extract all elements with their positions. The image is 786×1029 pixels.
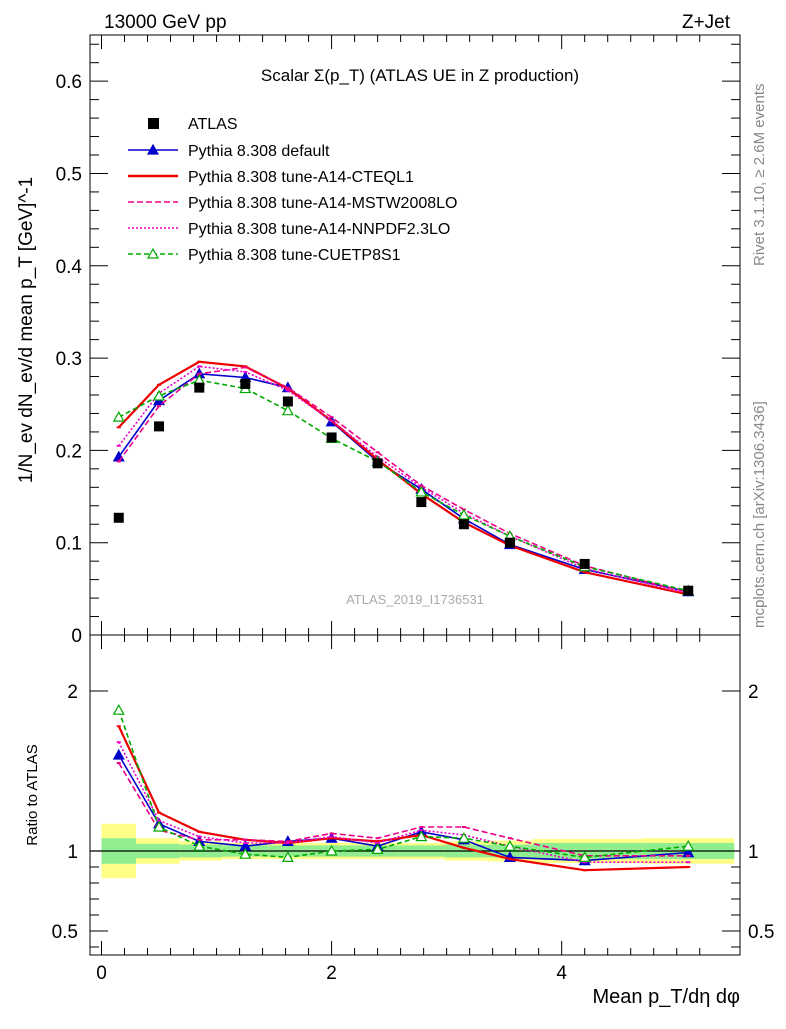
ratio-series-4-marker <box>193 839 206 851</box>
atlas-data-point <box>282 396 293 407</box>
header-energy-label: 13000 GeV pp <box>104 12 227 33</box>
ratio-series <box>112 703 695 872</box>
header-process-label: Z+Jet <box>682 12 731 33</box>
legend-marker-0 <box>146 143 160 155</box>
main-y-tick-label: 0.3 <box>56 349 82 370</box>
legend: ATLAS Pythia 8.308 default Pythia 8.308 tu… <box>128 116 457 264</box>
main-series-4-line <box>118 379 689 592</box>
atlas-data-point <box>683 585 694 596</box>
ratio-series-1-line <box>117 725 689 872</box>
main-y-axis-label: 1/N_ev dN_ev/d mean p_T [GeV]^-1 <box>16 177 37 483</box>
atlas-data-point <box>458 519 469 530</box>
x-tick-label: 4 <box>556 963 567 984</box>
atlas-data-point <box>326 432 337 443</box>
ratio-series-4-line <box>118 709 689 859</box>
main-axis-ticks: 0 0.1 0.2 0.3 0.4 0.5 0.6 <box>56 35 740 647</box>
ratio-series-0-marker <box>112 748 125 760</box>
ratio-y-tick-label: 1 <box>67 842 78 863</box>
ratio-series-4-marker <box>578 851 591 862</box>
x-axis-label: Mean p_T/dη dφ <box>593 986 741 1008</box>
main-y-tick-label: 0.1 <box>56 534 82 555</box>
main-title: Scalar Σ(p_T) (ATLAS UE in Z production) <box>261 66 579 85</box>
ratio-series-4-marker <box>503 839 516 851</box>
ratio-series-4-marker <box>325 844 338 856</box>
mcplots-label: mcplots.cern.ch [arXiv:1306.3436] <box>751 401 768 628</box>
main-y-tick-label: 0.6 <box>56 72 82 93</box>
main-series-1-line <box>118 360 689 596</box>
ratio-y-tick-label: 0.5 <box>52 922 78 943</box>
main-series-4-marker <box>457 508 470 520</box>
main-y-tick-label: 0.4 <box>56 257 83 278</box>
ratio-axis-ticks: 0 2 4 0.5 0.5 1 1 2 2 <box>52 635 774 984</box>
ratio-y-tick-label-right: 1 <box>748 842 759 863</box>
ratio-y-tick-label: 2 <box>67 682 78 703</box>
legend-marker-4 <box>146 247 160 259</box>
atlas-data-point <box>240 378 251 389</box>
ratio-series-4-marker <box>153 820 166 832</box>
ratio-y-tick-label-right: 0.5 <box>748 922 774 943</box>
ratio-series-3-line <box>118 741 689 864</box>
main-series-2-line <box>118 366 689 594</box>
atlas-data-point <box>504 537 515 548</box>
ratio-y-tick-label-right: 2 <box>748 682 759 703</box>
atlas-data-point <box>372 458 383 469</box>
legend-label-2: Pythia 8.308 tune-A14-MSTW2008LO <box>188 195 457 212</box>
ratio-series-4-marker <box>239 847 252 859</box>
main-y-tick-label: 0.5 <box>56 164 82 185</box>
main-series <box>112 360 695 597</box>
ratio-series-2-line <box>118 762 689 857</box>
ratio-series-4-marker <box>682 839 695 851</box>
legend-label-4: Pythia 8.308 tune-CUETP8S1 <box>188 247 401 264</box>
ratio-series-4-marker <box>281 851 294 862</box>
main-series-4-marker <box>281 404 294 416</box>
analysis-watermark: ATLAS_2019_I1736531 <box>346 592 484 607</box>
x-tick-label: 0 <box>96 963 107 984</box>
ratio-y-axis-label: Ratio to ATLAS <box>24 744 41 845</box>
atlas-data-point <box>194 382 205 393</box>
main-series-4-marker <box>153 389 166 401</box>
legend-label-atlas: ATLAS <box>188 116 238 133</box>
ratio-series-4-marker <box>371 843 384 854</box>
main-series-4-marker <box>415 485 428 497</box>
ratio-panel: 0 2 4 0.5 0.5 1 1 2 2 Ratio to ATLAS Mean p_T/dη… <box>24 634 774 1008</box>
ratio-frame <box>89 634 741 956</box>
rivet-version-label: Rivet 3.1.10, ≥ 2.6M events <box>751 84 768 267</box>
legend-label-0: Pythia 8.308 default <box>188 143 330 160</box>
atlas-data-point <box>113 512 124 523</box>
atlas-data-point <box>154 421 165 432</box>
main-series-0-line <box>118 372 689 593</box>
legend-atlas-marker <box>148 118 159 129</box>
main-series-3-line <box>118 365 689 595</box>
x-tick-label: 2 <box>326 963 337 984</box>
legend-label-3: Pythia 8.308 tune-A14-NNPDF2.3LO <box>188 221 450 238</box>
ratio-series-4-marker <box>457 831 470 843</box>
main-y-tick-label: 0 <box>71 626 82 647</box>
atlas-data-point <box>579 558 590 569</box>
atlas-data-point <box>416 497 427 508</box>
legend-label-1: Pythia 8.308 tune-A14-CTEQL1 <box>188 169 414 186</box>
ratio-series-4-marker <box>415 830 428 842</box>
main-panel: 0 0.1 0.2 0.3 0.4 0.5 0.6 Scalar Σ(p_T) (ATLAS… <box>16 34 741 647</box>
main-series-4-marker <box>112 410 125 422</box>
ratio-series-4-marker <box>112 703 125 715</box>
main-y-tick-label: 0.2 <box>56 441 82 462</box>
